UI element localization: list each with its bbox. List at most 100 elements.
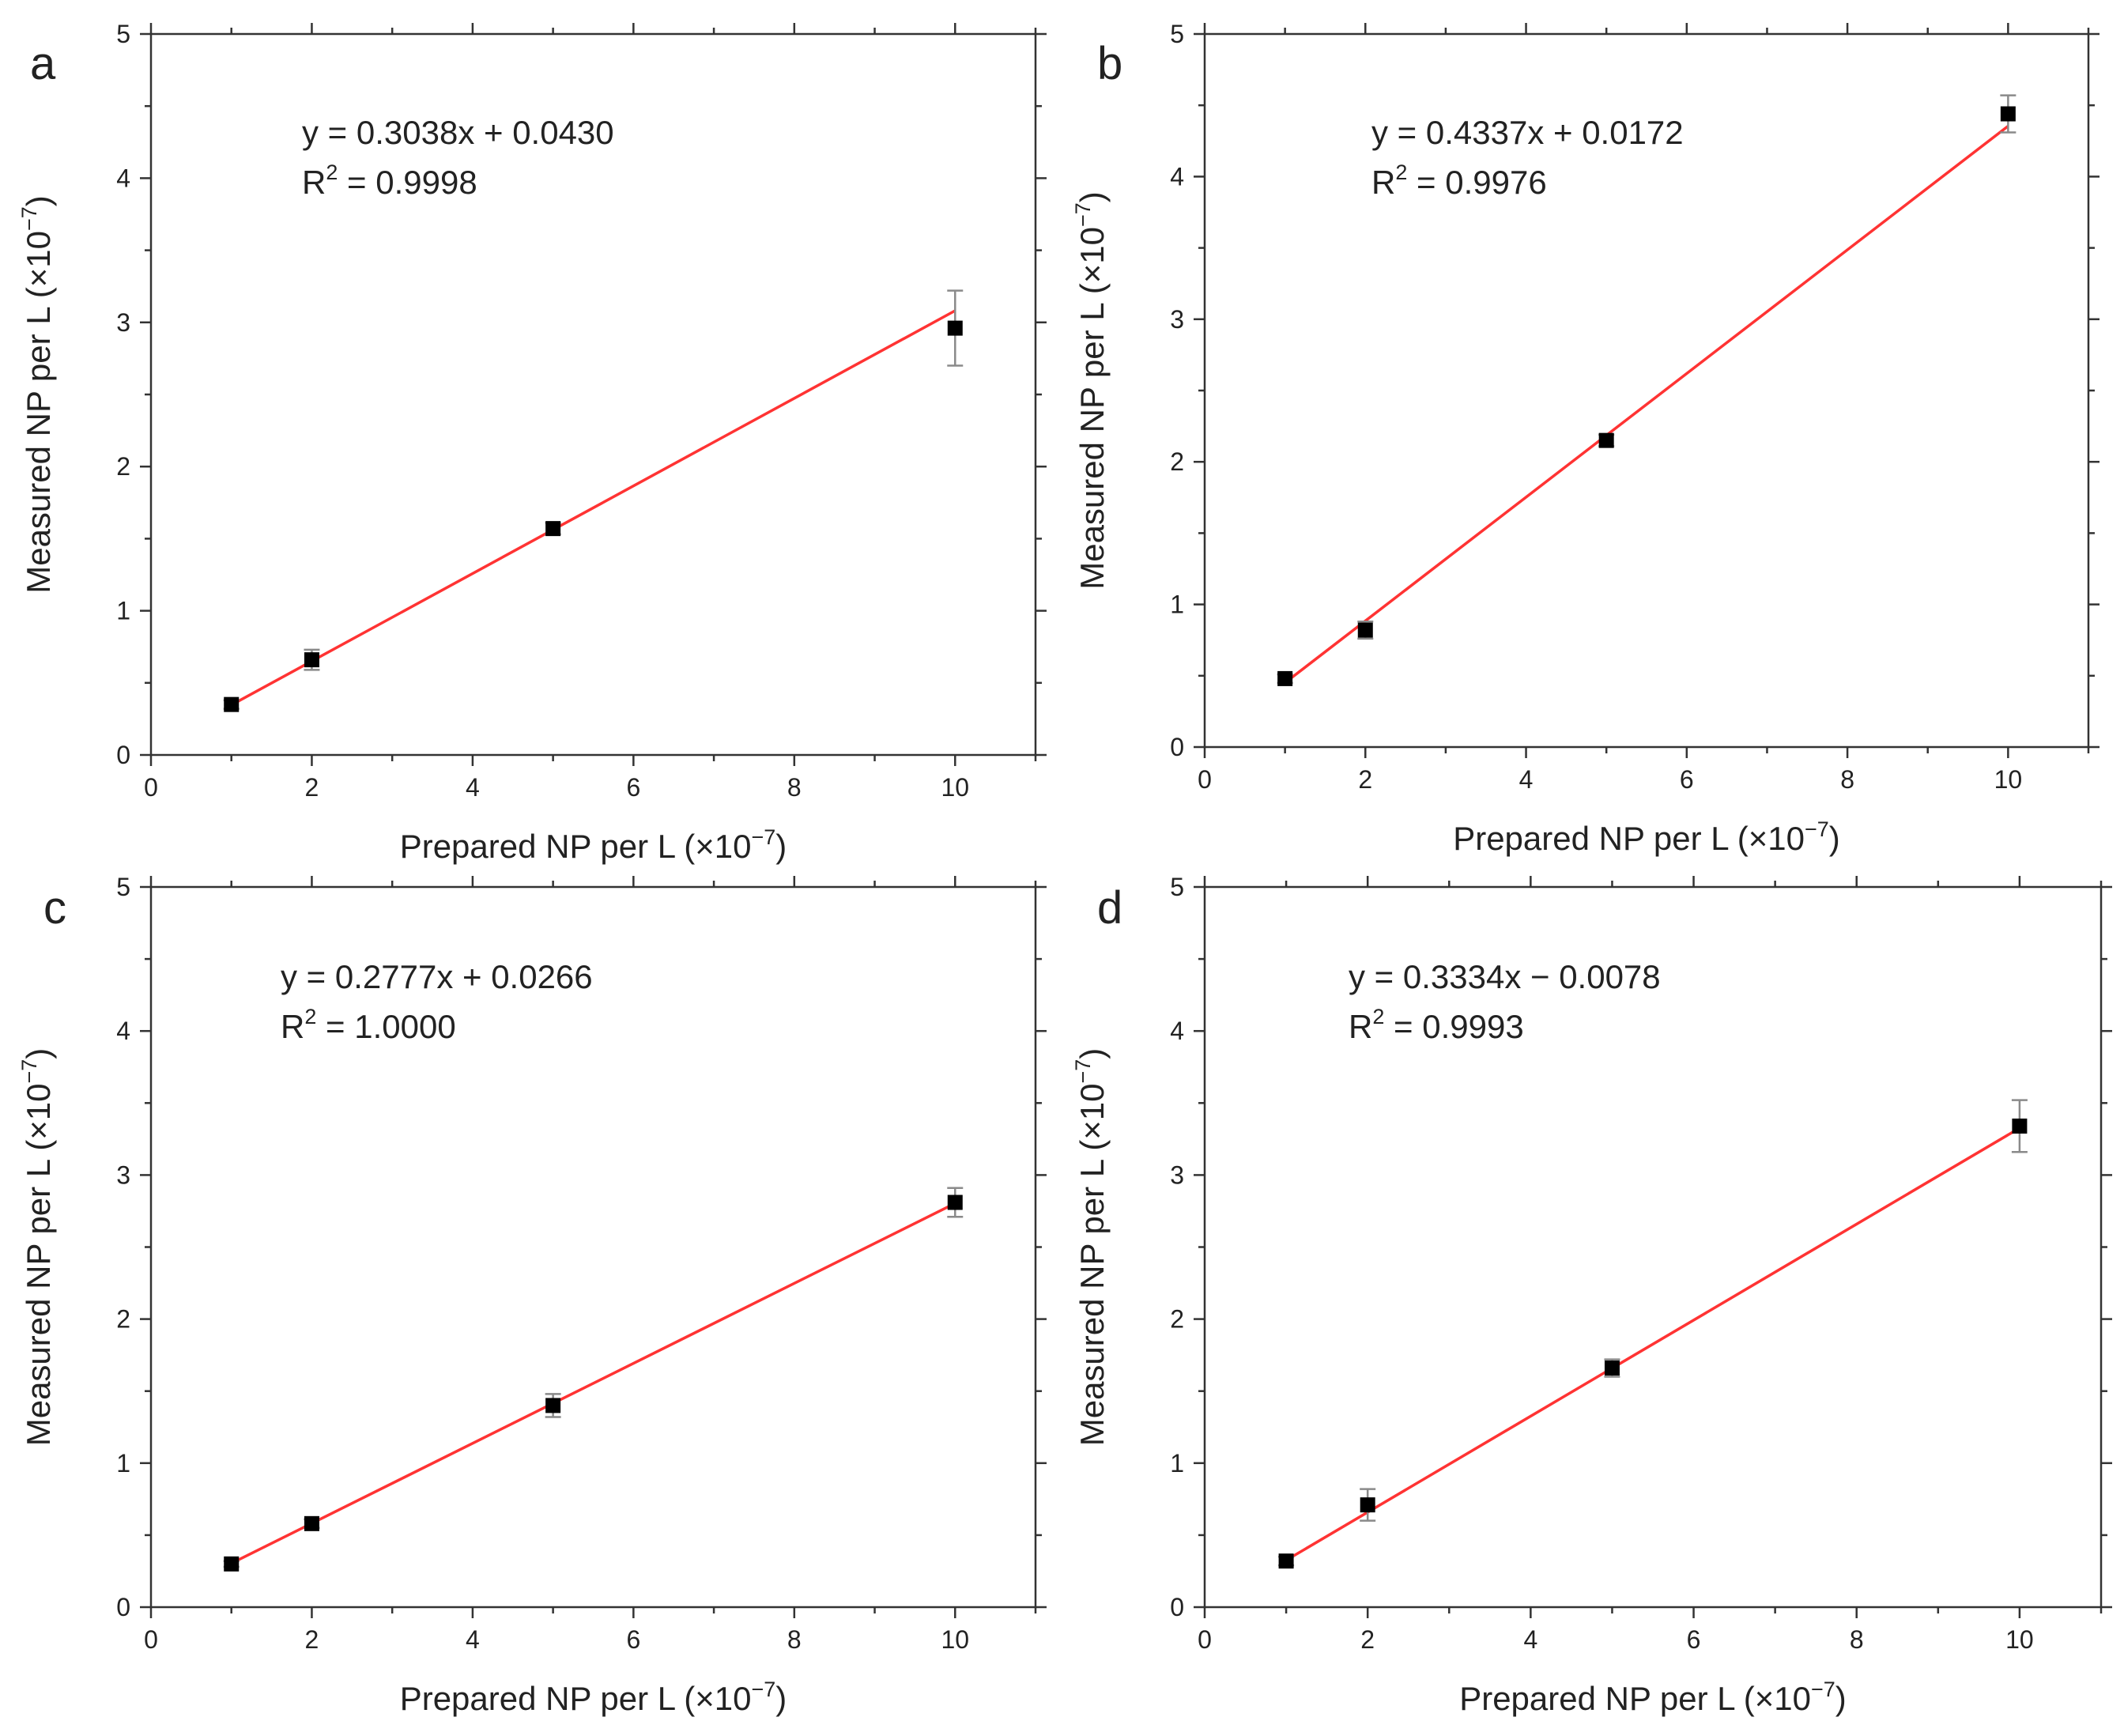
y-tick-label: 5 [1170,20,1184,48]
r-squared-symbol: R [1371,164,1395,201]
data-point [2012,1118,2028,1134]
data-point [947,320,963,336]
y-axis-label-close: ) [20,195,57,206]
data-point [1604,1360,1620,1376]
x-tick-label: 6 [626,773,640,802]
y-tick-label: 3 [116,1160,130,1189]
y-tick-label: 1 [1170,591,1184,619]
r-squared-exponent: 2 [1395,160,1407,184]
x-axis-label-text: Prepared NP per L (×10 [400,1680,752,1717]
fit-equation: y = 0.4337x + 0.0172 [1371,114,1684,151]
data-point [304,1515,319,1531]
x-tick-label: 2 [1360,1625,1375,1654]
r-squared-exponent: 2 [1372,1005,1384,1028]
x-tick-label: 0 [1198,765,1212,794]
r-squared-value: = 0.9998 [338,164,477,201]
x-axis-label: Prepared NP per L (×10−7) [400,825,787,865]
y-axis-label-text: Measured NP per L (×10 [20,231,57,594]
x-axis-label-close: ) [775,1680,787,1717]
r-squared-value: = 0.9976 [1407,164,1546,201]
x-axis-label-exponent: −7 [751,825,775,849]
x-axis-label-exponent: −7 [1805,817,1829,841]
y-axis-label-text: Measured NP per L (×10 [1073,227,1111,590]
data-point [2000,106,2016,122]
data-point [1278,1553,1294,1569]
x-axis-label-text: Prepared NP per L (×10 [1459,1680,1811,1717]
x-axis-label-close: ) [1835,1680,1847,1717]
y-axis-label: Measured NP per L (×10−7) [17,195,57,594]
y-tick-label: 3 [1170,1160,1184,1189]
x-axis-label-exponent: −7 [751,1678,775,1701]
x-tick-label: 2 [305,773,319,802]
x-axis-label-text: Prepared NP per L (×10 [400,828,752,865]
y-tick-label: 4 [1170,1017,1184,1045]
panel-letter: b [1097,38,1122,89]
fit-line [1284,125,2009,685]
y-tick-label: 3 [1170,305,1184,334]
y-tick-label: 2 [116,1305,130,1334]
x-tick-label: 10 [941,773,969,802]
x-tick-label: 8 [787,773,802,802]
y-tick-label: 1 [116,597,130,625]
y-tick-label: 1 [1170,1449,1184,1477]
x-axis-label-exponent: −7 [1811,1678,1835,1701]
x-tick-label: 4 [466,1625,480,1654]
fit-line [1285,1127,2020,1562]
data-point [1277,670,1293,686]
y-axis-label: Measured NP per L (×10−7) [1071,1048,1111,1447]
y-axis-label-exponent: −7 [1071,1059,1095,1084]
x-axis-label: Prepared NP per L (×10−7) [400,1678,787,1717]
data-point [947,1194,963,1210]
y-tick-label: 5 [1170,873,1184,901]
x-tick-label: 10 [1994,765,2023,794]
y-axis-label-exponent: −7 [17,1059,41,1084]
x-tick-label: 8 [787,1625,802,1654]
y-tick-label: 4 [1170,162,1184,191]
y-axis-label-close: ) [1073,191,1111,202]
x-tick-label: 6 [626,1625,640,1654]
fit-equation: y = 0.3038x + 0.0430 [302,114,614,151]
x-tick-label: 8 [1850,1625,1864,1654]
x-tick-label: 8 [1840,765,1854,794]
r-squared: R2 = 0.9998 [302,160,477,201]
x-tick-label: 4 [1519,765,1534,794]
data-point [545,521,561,537]
r-squared-exponent: 2 [326,160,338,184]
r-squared-exponent: 2 [304,1005,316,1028]
data-point [304,652,319,668]
data-point [224,1556,240,1572]
x-axis-label-text: Prepared NP per L (×10 [1453,820,1805,857]
x-axis-label-close: ) [1829,820,1840,857]
r-squared-value: = 0.9993 [1384,1008,1523,1045]
y-tick-label: 4 [116,1017,130,1045]
r-squared: R2 = 1.0000 [281,1005,456,1045]
x-tick-label: 10 [941,1625,969,1654]
y-tick-label: 4 [116,164,130,192]
y-tick-label: 3 [116,308,130,337]
data-point [224,696,240,712]
fit-equation: y = 0.2777x + 0.0266 [281,958,593,995]
y-axis-label-text: Measured NP per L (×10 [20,1084,57,1447]
panel-letter: a [30,38,56,89]
y-axis-label-exponent: −7 [17,206,41,231]
x-tick-label: 4 [1523,1625,1537,1654]
fit-line [230,1202,956,1565]
y-axis-label-text: Measured NP per L (×10 [1073,1084,1111,1447]
data-point [1598,432,1614,448]
r-squared-symbol: R [302,164,326,201]
y-tick-label: 1 [116,1449,130,1477]
y-axis-label-close: ) [20,1048,57,1059]
r-squared-symbol: R [281,1008,304,1045]
y-tick-label: 2 [1170,1305,1184,1334]
y-tick-label: 5 [116,873,130,901]
x-axis-label: Prepared NP per L (×10−7) [1453,817,1840,857]
y-tick-label: 0 [116,1593,130,1621]
r-squared: R2 = 0.9993 [1349,1005,1524,1045]
y-tick-label: 2 [116,452,130,481]
y-axis-label-exponent: −7 [1071,202,1095,227]
fit-line [230,309,956,707]
